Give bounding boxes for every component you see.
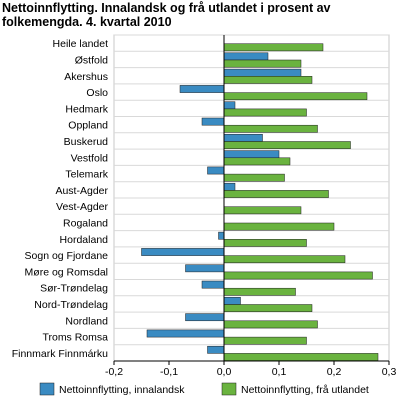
bar-utlandet <box>223 141 351 149</box>
category-label: Telemark <box>65 169 108 181</box>
x-tick-label: 0,1 <box>272 366 287 378</box>
bar-utlandet <box>223 190 329 198</box>
bar-utlandet <box>223 108 307 117</box>
bar-innalandsk <box>223 52 269 61</box>
x-tick-labels: -0,2 -0,1 0,0 0,1 0,2 0,3 <box>105 366 396 378</box>
category-label: Aust-Agder <box>55 185 108 197</box>
bar-utlandet <box>223 255 346 264</box>
bar-innalandsk <box>185 313 225 322</box>
bar-innalandsk <box>223 134 263 142</box>
bar-innalandsk <box>207 345 225 354</box>
category-label: Oslo <box>86 87 108 99</box>
bar-utlandet <box>223 76 313 84</box>
category-label: Sogn og Fjordane <box>25 250 109 262</box>
bar-innalandsk <box>141 248 225 256</box>
chart-title: Nettoinnflytting. Innalandsk og frå utla… <box>2 1 331 29</box>
bar-utlandet <box>223 124 318 133</box>
bar-innalandsk <box>223 68 302 77</box>
axes <box>113 35 390 365</box>
category-label: Sør-Trøndelag <box>40 283 108 295</box>
x-tick-label: 0,3 <box>382 366 397 378</box>
category-label: Hedmark <box>65 103 108 115</box>
x-tick-label: 0,2 <box>327 366 342 378</box>
bar-utlandet <box>223 206 302 215</box>
bar-innalandsk <box>207 166 225 175</box>
legend-label: Nettoinnflytting, innalandsk <box>59 384 185 396</box>
category-label: Oppland <box>68 120 108 132</box>
legend-swatch <box>221 382 237 396</box>
category-label: Vest-Agder <box>56 201 108 213</box>
bar-utlandet <box>223 320 318 329</box>
bar-utlandet <box>223 336 307 345</box>
category-label: Buskerud <box>64 136 109 148</box>
category-label: Hordaland <box>60 234 109 246</box>
bar-innalandsk <box>223 101 236 110</box>
category-label: Rogaland <box>63 217 108 229</box>
category-label: Nordland <box>65 315 108 327</box>
grid-lines <box>114 34 389 362</box>
category-label: Møre og Romsdal <box>25 266 108 278</box>
bar-innalandsk <box>223 182 236 191</box>
bar-innalandsk <box>185 264 225 273</box>
bar-utlandet <box>223 43 324 52</box>
bar-utlandet <box>223 287 296 296</box>
category-label: Østfold <box>75 54 108 66</box>
x-tick-label: -0,1 <box>160 366 178 378</box>
bar-utlandet <box>223 304 313 312</box>
bar-innalandsk <box>223 150 280 159</box>
legend-swatch <box>39 382 55 396</box>
x-tick-label: 0,0 <box>217 366 232 378</box>
bar-innalandsk <box>201 117 225 126</box>
category-label: Heile landet <box>53 38 109 50</box>
bar-innalandsk <box>218 231 225 240</box>
category-label: Finnmark Finnmárku <box>12 348 108 360</box>
bars <box>141 43 379 361</box>
bar-utlandet <box>223 92 368 101</box>
bar-innalandsk <box>201 280 225 289</box>
bar-utlandet <box>223 59 302 68</box>
x-tick-label: -0,2 <box>105 366 123 378</box>
bar-utlandet <box>223 173 285 182</box>
bar-utlandet <box>223 222 335 231</box>
bar-utlandet <box>223 271 373 280</box>
bar-utlandet <box>223 353 379 361</box>
category-label: Troms Romsa <box>42 332 108 344</box>
bar-utlandet <box>223 157 291 166</box>
bar-utlandet <box>223 239 307 247</box>
bar-innalandsk <box>179 85 225 93</box>
category-labels: Heile landet Østfold Akershus Oslo Hedmark Op… <box>12 38 109 360</box>
category-label: Vestfold <box>71 152 109 164</box>
category-label: Nord-Trøndelag <box>34 299 108 311</box>
bar-innalandsk <box>223 297 241 305</box>
bar-innalandsk <box>146 329 225 338</box>
legend: Nettoinnflytting, innalandsk Nettoinnflyt… <box>39 382 369 396</box>
category-label: Akershus <box>64 71 108 83</box>
legend-label: Nettoinnflytting, frå utlandet <box>241 384 369 396</box>
